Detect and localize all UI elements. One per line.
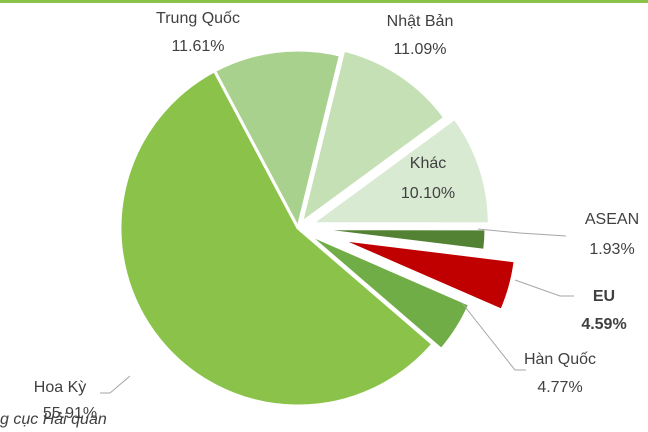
slice-label: ASEAN bbox=[585, 211, 639, 228]
value-label: 1.93% bbox=[589, 241, 634, 258]
leader-line bbox=[100, 375, 131, 394]
value-label: 11.09% bbox=[393, 41, 446, 58]
value-label: 10.10% bbox=[401, 185, 455, 202]
top-border bbox=[0, 0, 648, 3]
pie-slice bbox=[118, 68, 436, 408]
value-label: 4.59% bbox=[581, 316, 626, 333]
pie-slice bbox=[307, 227, 488, 253]
value-label: 55.91% bbox=[43, 405, 97, 422]
slice-label: Nhật Bản bbox=[387, 13, 454, 30]
value-label: 11.61% bbox=[171, 38, 224, 55]
pie-slice bbox=[337, 237, 517, 313]
slice-label: Khác bbox=[410, 155, 446, 172]
pie-slice bbox=[306, 116, 491, 226]
leader-line bbox=[477, 228, 567, 237]
pie-slice bbox=[298, 48, 447, 227]
pie-slice bbox=[305, 231, 472, 352]
leader-line bbox=[461, 302, 526, 371]
leader-line bbox=[514, 279, 574, 297]
pie-slice bbox=[212, 48, 343, 233]
source-note: g cục Hải quan bbox=[0, 411, 107, 428]
value-label: 4.77% bbox=[537, 379, 582, 396]
slice-label: Trung Quốc bbox=[156, 10, 240, 27]
slice-label: Hoa Kỳ bbox=[34, 379, 86, 396]
slice-label: EU bbox=[593, 288, 615, 305]
labels: Trung Quốc 11.61% Nhật Bản 11.09% Khác 10.10%… bbox=[34, 10, 639, 422]
slice-label: Hàn Quốc bbox=[524, 351, 596, 368]
pie bbox=[118, 48, 517, 408]
